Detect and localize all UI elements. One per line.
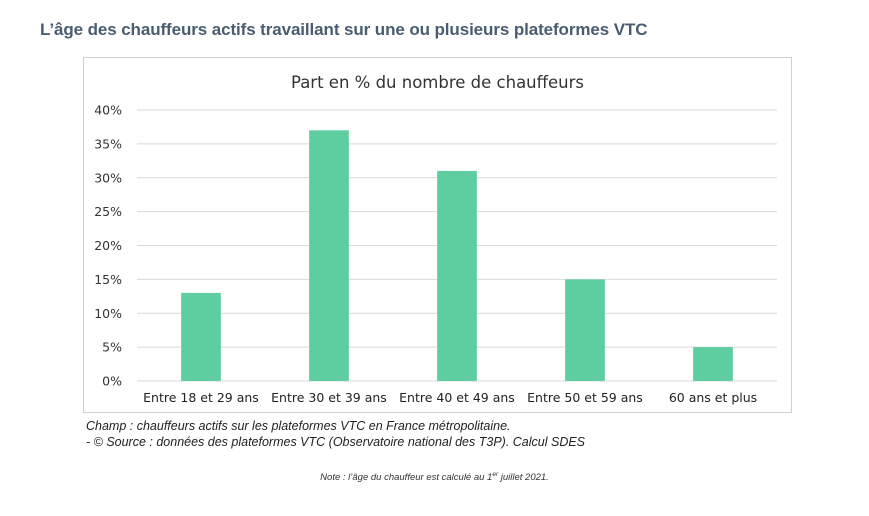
x-category-label: Entre 50 et 59 ans xyxy=(527,390,643,405)
x-category-label: Entre 40 et 49 ans xyxy=(399,390,515,405)
x-category-label: Entre 30 et 39 ans xyxy=(271,390,387,405)
y-tick-label: 25% xyxy=(94,204,122,219)
y-tick-label: 15% xyxy=(94,272,122,287)
chart-title: Part en % du nombre de chauffeurs xyxy=(291,73,584,92)
y-tick-label: 40% xyxy=(94,103,122,118)
bar xyxy=(437,170,477,381)
bar xyxy=(309,130,349,381)
y-tick-label: 10% xyxy=(94,306,122,321)
y-tick-label: 20% xyxy=(94,238,122,253)
note-superscript: er xyxy=(492,470,499,478)
note-text: Note : l’âge du chauffeur est calculé au… xyxy=(0,470,869,483)
bar-chart: Part en % du nombre de chauffeurs 0% 5% 10%… xyxy=(94,73,777,405)
x-category-label: 60 ans et plus xyxy=(669,390,757,405)
y-tick-label: 5% xyxy=(102,340,122,355)
source-credit-text: - © Source : données des plateformes VTC… xyxy=(86,435,586,449)
y-tick-label: 35% xyxy=(94,136,122,151)
note-prefix: Note : l’âge du chauffeur est calculé au… xyxy=(320,472,493,483)
y-tick-label: 30% xyxy=(94,170,122,185)
bar xyxy=(693,347,733,381)
bar xyxy=(565,279,605,381)
y-tick-label: 0% xyxy=(102,374,122,389)
page-title: L’âge des chauffeurs actifs travaillant … xyxy=(40,20,648,39)
source-block: Champ : chauffeurs actifs sur les platef… xyxy=(86,418,585,450)
source-scope-text: Champ : chauffeurs actifs sur les platef… xyxy=(86,419,511,433)
bar xyxy=(181,292,221,381)
note-suffix: juillet 2021. xyxy=(498,472,549,483)
x-category-label: Entre 18 et 29 ans xyxy=(143,390,259,405)
chart-frame: Part en % du nombre de chauffeurs 0% 5% 10%… xyxy=(83,57,792,413)
